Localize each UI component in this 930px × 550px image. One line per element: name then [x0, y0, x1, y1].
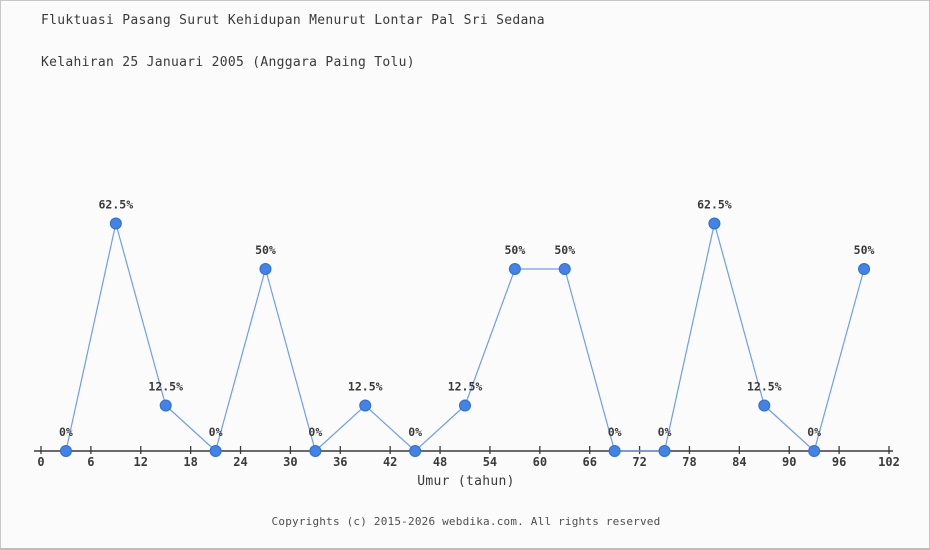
data-point: [109, 217, 122, 230]
x-axis-tick-label: 30: [283, 455, 297, 469]
data-point: [259, 263, 272, 275]
x-axis-tick-label: 84: [732, 455, 746, 469]
data-point: [359, 399, 372, 412]
data-point: [159, 399, 172, 412]
x-axis-tick-label: 90: [782, 455, 796, 469]
data-point-label: 0%: [308, 425, 322, 439]
data-point: [708, 217, 721, 230]
data-line: [65, 223, 865, 453]
data-point: [309, 445, 322, 457]
x-axis-tick-label: 18: [183, 455, 197, 469]
data-point: [508, 263, 521, 275]
data-point: [59, 445, 72, 457]
chart-title-line1: Fluktuasi Pasang Surut Kehidupan Menurut…: [41, 13, 545, 28]
data-point: [459, 399, 471, 412]
data-point-label: 50%: [255, 243, 276, 257]
data-point-label: 62.5%: [697, 198, 732, 212]
chart-title: Fluktuasi Pasang Surut Kehidupan Menurut…: [41, 10, 545, 73]
x-axis-tick-label: 6: [87, 455, 94, 469]
chart-title-line2: Kelahiran 25 Januari 2005 (Anggara Paing…: [41, 55, 415, 70]
x-axis-tick-label: 48: [433, 455, 447, 469]
x-axis-tick-label: 78: [682, 455, 696, 469]
data-point: [658, 445, 671, 457]
data-point: [808, 445, 821, 457]
data-point-label: 0%: [807, 425, 821, 439]
copyright-text: Copyrights (c) 2015-2026 webdika.com. Al…: [271, 515, 661, 528]
data-point-label: 0%: [658, 425, 672, 439]
data-point-label: 12.5%: [448, 380, 483, 394]
data-point-label: 0%: [408, 425, 422, 439]
data-point-label: 0%: [209, 425, 223, 439]
x-axis-tick-label: 36: [333, 455, 347, 469]
x-axis-tick-label: 72: [632, 455, 646, 469]
data-point-label: 12.5%: [747, 380, 782, 394]
data-point-label: 0%: [59, 425, 73, 439]
data-point: [608, 445, 621, 457]
data-point-label: 50%: [854, 243, 875, 257]
x-axis-tick-label: 102: [878, 455, 900, 469]
x-axis-tick-label: 12: [134, 455, 148, 469]
data-point: [558, 263, 571, 275]
data-point: [409, 445, 422, 457]
data-point-label: 50%: [554, 243, 575, 257]
x-axis-tick-label: 24: [233, 455, 247, 469]
x-axis-tick-label: 60: [533, 455, 547, 469]
data-point-label: 0%: [608, 425, 622, 439]
x-axis-label: Umur (tahun): [417, 474, 515, 489]
data-point: [858, 263, 871, 275]
x-axis-tick-label: 0: [37, 455, 44, 469]
data-point: [209, 445, 222, 457]
x-axis-tick-label: 96: [832, 455, 846, 469]
x-axis-tick-label: 42: [383, 455, 397, 469]
data-point-label: 62.5%: [99, 198, 134, 212]
data-point-label: 12.5%: [148, 380, 183, 394]
data-point-label: 12.5%: [348, 380, 383, 394]
x-axis-tick-label: 54: [483, 455, 497, 469]
data-point-label: 50%: [504, 243, 525, 257]
data-point: [758, 399, 771, 412]
x-axis-tick-label: 66: [582, 455, 596, 469]
